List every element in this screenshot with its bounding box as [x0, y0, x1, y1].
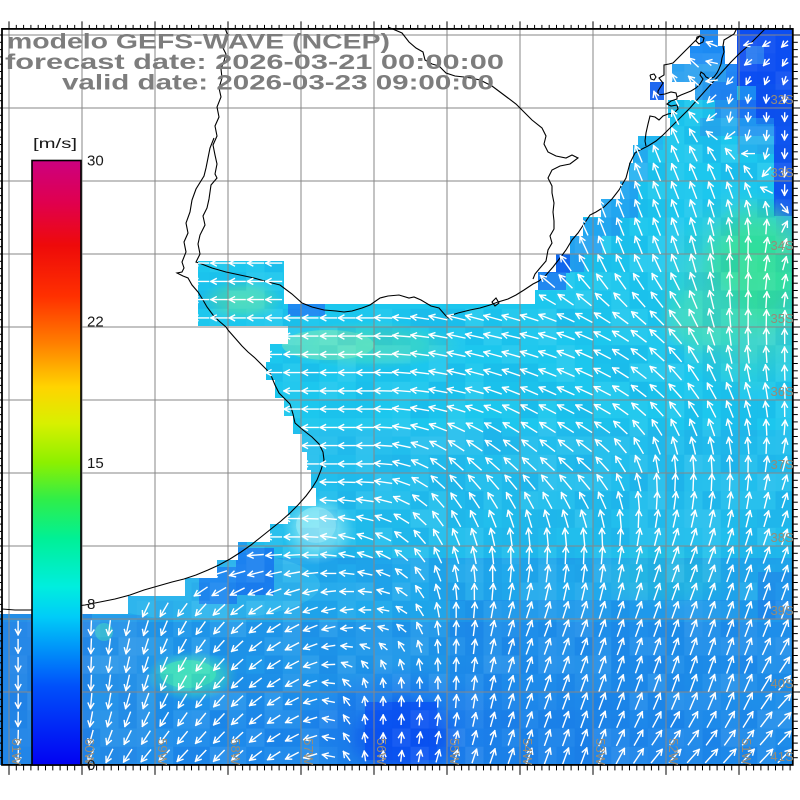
- svg-text:58W: 58W: [228, 738, 243, 765]
- svg-text:53W: 53W: [593, 738, 608, 765]
- svg-text:[m/s]: [m/s]: [33, 135, 77, 151]
- svg-text:60W: 60W: [82, 738, 97, 765]
- svg-text:38S: 38S: [771, 530, 794, 545]
- svg-text:40S: 40S: [771, 676, 794, 691]
- svg-text:52W: 52W: [666, 738, 681, 765]
- svg-text:57W: 57W: [301, 738, 316, 765]
- svg-text:34S: 34S: [771, 238, 794, 253]
- svg-text:35S: 35S: [771, 311, 794, 326]
- svg-text:41S: 41S: [771, 749, 794, 764]
- svg-text:valid date: 2026-03-23 09:00:0: valid date: 2026-03-23 09:00:00: [62, 72, 494, 95]
- svg-text:forecast date: 2026-03-21 00:0: forecast date: 2026-03-21 00:00:00: [5, 51, 504, 74]
- svg-text:61W: 61W: [9, 738, 24, 765]
- svg-text:modelo GEFS-WAVE (NCEP): modelo GEFS-WAVE (NCEP): [7, 31, 390, 54]
- svg-text:32S: 32S: [771, 92, 794, 107]
- svg-text:51W: 51W: [739, 738, 754, 765]
- svg-text:36S: 36S: [771, 384, 794, 399]
- svg-text:33S: 33S: [771, 165, 794, 180]
- svg-text:56W: 56W: [374, 738, 389, 765]
- svg-text:22: 22: [87, 314, 104, 331]
- svg-text:30: 30: [87, 153, 104, 170]
- svg-text:37S: 37S: [771, 457, 794, 472]
- svg-text:59W: 59W: [155, 738, 170, 765]
- svg-text:39S: 39S: [771, 603, 794, 618]
- svg-text:54W: 54W: [520, 738, 535, 765]
- svg-text:55W: 55W: [447, 738, 462, 765]
- svg-text:0: 0: [87, 757, 95, 774]
- svg-text:15: 15: [87, 455, 104, 472]
- svg-text:8: 8: [87, 596, 95, 613]
